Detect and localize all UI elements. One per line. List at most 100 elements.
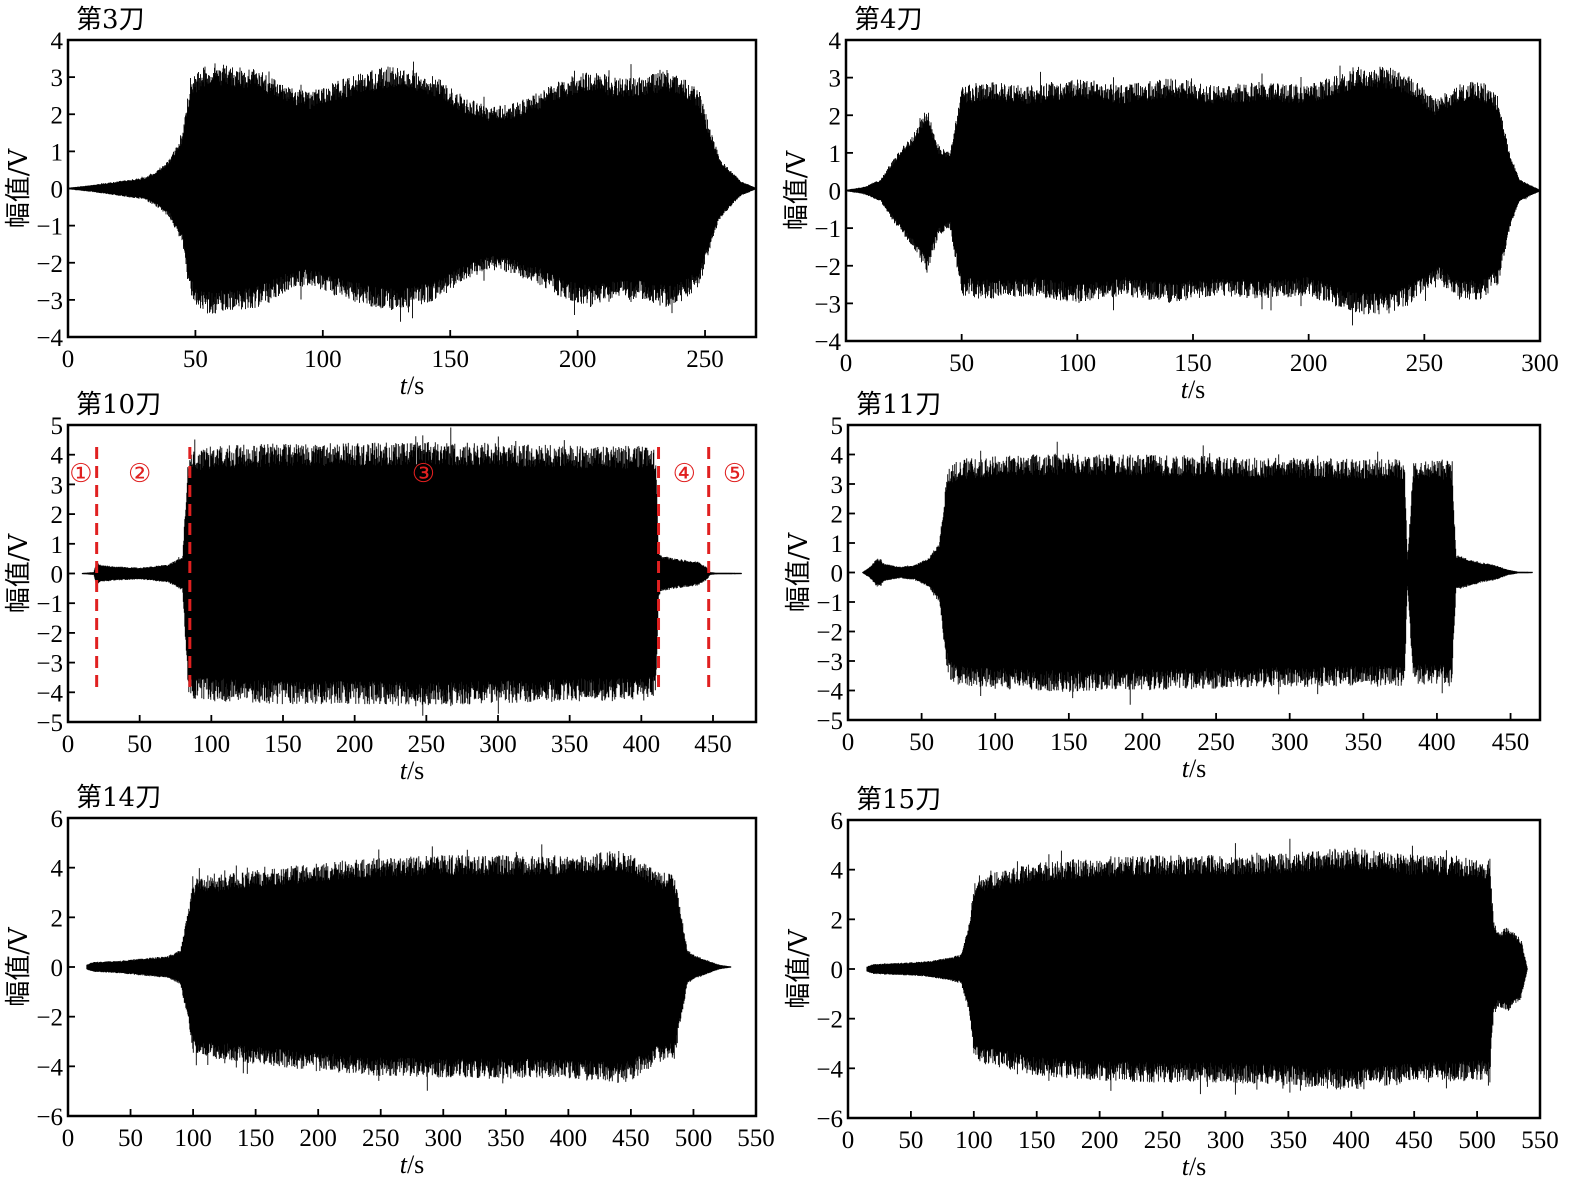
x-axis-label: t/s xyxy=(1181,375,1206,404)
y-tick-label: −2 xyxy=(36,621,63,648)
y-axis-label: 幅值/V xyxy=(4,926,34,1007)
y-tick-label: −3 xyxy=(36,288,63,315)
x-tick-label: 300 xyxy=(1271,729,1309,756)
y-tick-label: −2 xyxy=(36,251,63,278)
y-tick-label: 4 xyxy=(51,443,64,470)
y-tick-label: −1 xyxy=(36,214,63,241)
x-axis-label: t/s xyxy=(1182,1152,1207,1181)
x-tick-label: 450 xyxy=(1492,729,1530,756)
y-tick-label: 1 xyxy=(51,532,64,559)
y-tick-label: 4 xyxy=(831,858,844,885)
y-tick-label: −4 xyxy=(816,1056,843,1083)
x-tick-label: 100 xyxy=(955,1127,993,1154)
panel-3: 0 50 100 150 200 250 300 350 400 450−5−4−3−2−1012… xyxy=(784,390,1542,783)
y-tick-label: 6 xyxy=(51,806,64,833)
x-tick-label: 400 xyxy=(1333,1127,1371,1154)
y-tick-label: 2 xyxy=(831,907,844,934)
x-tick-label: 50 xyxy=(118,1125,143,1152)
x-tick-label: 0 xyxy=(842,1127,855,1154)
y-axis-label: 幅值/V xyxy=(4,533,34,614)
signal-series xyxy=(67,61,757,322)
y-tick-label: −3 xyxy=(816,649,843,676)
panel-title: 第11刀 xyxy=(856,390,941,420)
x-tick-label: 200 xyxy=(1290,350,1328,377)
y-tick-label: −2 xyxy=(816,620,843,647)
signal-series xyxy=(845,65,1541,326)
y-tick-label: 5 xyxy=(831,413,844,440)
x-tick-label: 300 xyxy=(479,731,517,758)
panel-title: 第15刀 xyxy=(856,785,941,815)
y-tick-label: −1 xyxy=(814,216,841,243)
x-tick-label: 350 xyxy=(1345,729,1383,756)
y-tick-label: −2 xyxy=(36,1005,63,1032)
y-tick-label: 0 xyxy=(51,955,64,982)
x-tick-label: 200 xyxy=(336,731,374,758)
x-tick-label: 250 xyxy=(408,731,446,758)
x-tick-label: 100 xyxy=(304,346,342,373)
x-tick-label: 200 xyxy=(1081,1127,1119,1154)
x-tick-label: 250 xyxy=(1144,1127,1182,1154)
phase-label: ③ xyxy=(412,459,435,489)
x-tick-label: 400 xyxy=(1418,729,1456,756)
panel-title: 第10刀 xyxy=(76,390,161,420)
panel-5: 0 50 100 150 200 250 300 350 400 450 500 550 −6 −4 −2 0… xyxy=(784,785,1559,1181)
x-tick-label: 250 xyxy=(362,1125,400,1152)
x-tick-label: 450 xyxy=(612,1125,650,1152)
y-tick-label: −2 xyxy=(814,254,841,281)
x-axis-label: t/s xyxy=(1182,754,1207,783)
x-tick-label: 300 xyxy=(425,1125,463,1152)
y-tick-label: 4 xyxy=(51,28,64,55)
x-tick-label: 0 xyxy=(62,731,75,758)
x-tick-label: 150 xyxy=(237,1125,275,1152)
x-tick-label: 250 xyxy=(1406,350,1444,377)
y-tick-label: −5 xyxy=(816,708,843,735)
y-tick-label: 2 xyxy=(51,905,64,932)
x-tick-label: 100 xyxy=(193,731,231,758)
y-tick-label: 3 xyxy=(829,66,842,93)
y-tick-label: 0 xyxy=(51,177,64,204)
y-tick-label: 0 xyxy=(831,561,844,588)
x-tick-label: 50 xyxy=(898,1127,923,1154)
x-axis-label: t/s xyxy=(400,1150,425,1179)
y-axis-label: 幅值/V xyxy=(784,928,814,1009)
panel-2: ① ② ③ ④ ⑤0 50 100 150 200 250 300 350 400 450−5−4−3−2… xyxy=(4,390,758,785)
panel-title: 第14刀 xyxy=(76,783,161,813)
x-tick-label: 450 xyxy=(694,731,732,758)
y-tick-label: 4 xyxy=(51,856,64,883)
y-tick-label: 2 xyxy=(51,102,64,129)
x-tick-label: 0 xyxy=(62,1125,75,1152)
x-tick-label: 300 xyxy=(1521,350,1559,377)
y-tick-label: −6 xyxy=(816,1106,843,1133)
y-tick-label: −3 xyxy=(814,291,841,318)
y-tick-label: 3 xyxy=(51,472,64,499)
signal-series xyxy=(862,441,1533,705)
x-tick-label: 100 xyxy=(174,1125,212,1152)
y-tick-label: −3 xyxy=(36,651,63,678)
x-tick-label: 200 xyxy=(299,1125,337,1152)
y-tick-label: 0 xyxy=(51,562,64,589)
y-tick-label: 3 xyxy=(51,65,64,92)
x-tick-label: 150 xyxy=(1050,729,1088,756)
y-tick-label: 4 xyxy=(831,443,844,470)
y-tick-label: 4 xyxy=(829,28,842,55)
x-tick-label: 350 xyxy=(487,1125,525,1152)
y-tick-label: 2 xyxy=(51,502,64,529)
y-tick-label: 2 xyxy=(831,502,844,529)
y-tick-label: 0 xyxy=(829,179,842,206)
x-tick-label: 550 xyxy=(1521,1127,1559,1154)
x-tick-label: 550 xyxy=(737,1125,775,1152)
x-tick-label: 350 xyxy=(1270,1127,1308,1154)
phase-label: ② xyxy=(128,459,151,489)
x-tick-label: 150 xyxy=(1018,1127,1056,1154)
x-axis-label: t/s xyxy=(400,371,425,400)
y-tick-label: −4 xyxy=(816,679,843,706)
signal-series xyxy=(866,838,1528,1095)
phase-label: ① xyxy=(69,459,92,489)
y-tick-label: 1 xyxy=(51,139,64,166)
x-tick-label: 250 xyxy=(1197,729,1235,756)
y-tick-label: 5 xyxy=(51,413,64,440)
y-tick-label: −2 xyxy=(816,1007,843,1034)
